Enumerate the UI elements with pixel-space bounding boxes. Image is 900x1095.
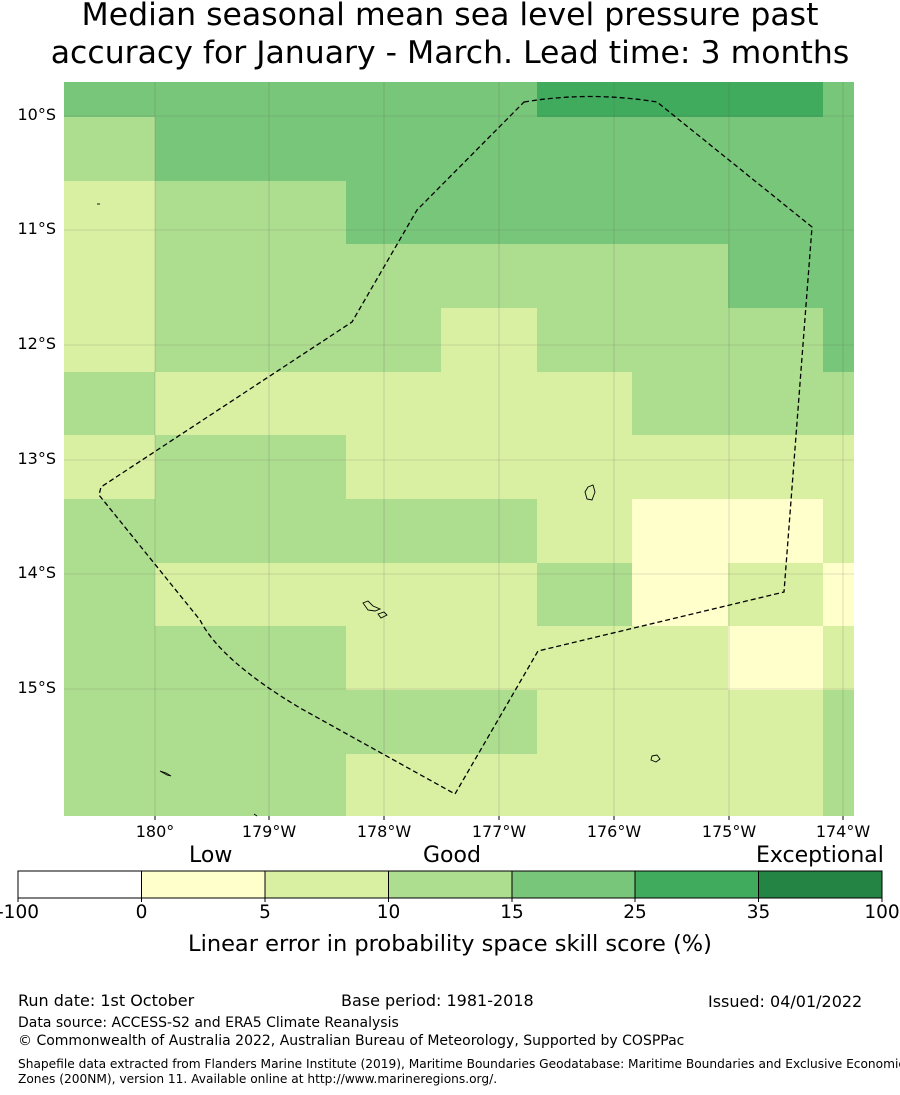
grid-cell xyxy=(537,563,632,626)
grid-cell xyxy=(823,563,854,626)
grid-cell xyxy=(823,308,854,372)
grid-cell xyxy=(155,244,728,308)
colorbar-title: Linear error in probability space skill … xyxy=(188,931,712,957)
colorbar-segment xyxy=(141,871,265,898)
island-small-west xyxy=(159,770,172,777)
lon-label: 174°W xyxy=(815,822,871,841)
grid-cell xyxy=(537,499,632,563)
grid-cell xyxy=(823,690,854,754)
lat-label: 15°S xyxy=(17,678,56,697)
colorbar-segment xyxy=(18,871,142,898)
lat-label: 10°S xyxy=(17,105,56,124)
skill-map xyxy=(64,82,854,820)
run-date: Run date: 1st October xyxy=(18,991,195,1010)
lon-label: 180° xyxy=(135,822,175,841)
base-period: Base period: 1981-2018 xyxy=(341,991,534,1010)
grid-cell xyxy=(537,690,823,754)
grid-cell xyxy=(64,563,155,626)
issued-date: Issued: 04/01/2022 xyxy=(708,992,863,1011)
grid-cell xyxy=(823,626,854,690)
grid-cell xyxy=(728,244,854,308)
grid-cell xyxy=(155,308,441,372)
lon-label: 176°W xyxy=(586,822,642,841)
colorbar-segment xyxy=(758,871,882,898)
grid-cell xyxy=(155,82,537,117)
colorbar-tick: 35 xyxy=(746,902,771,923)
islands xyxy=(97,203,661,817)
grid-cell xyxy=(64,308,155,372)
grid-cell xyxy=(537,308,823,372)
island-futuna xyxy=(377,611,388,619)
lon-label: 177°W xyxy=(471,822,527,841)
grid-cell xyxy=(346,435,854,499)
grid-cell xyxy=(64,435,155,499)
colorbar-tick: 5 xyxy=(259,902,271,923)
grid-cell xyxy=(823,82,854,117)
axis-ticks xyxy=(154,816,844,820)
grid-cell xyxy=(537,82,823,117)
grid-cell xyxy=(632,499,823,563)
grid-cell xyxy=(823,499,854,563)
category-exceptional: Exceptional xyxy=(756,843,884,868)
grid-cell xyxy=(632,563,728,626)
title-line-1: Median seasonal mean sea level pressure … xyxy=(81,0,819,33)
lat-label: 11°S xyxy=(17,219,56,238)
colorbar-segment xyxy=(635,871,759,898)
category-good: Good xyxy=(423,843,481,868)
colorbar-tick: 100 xyxy=(864,902,900,923)
lon-label: 178°W xyxy=(356,822,412,841)
grid-cell xyxy=(64,499,537,563)
colorbar-segment xyxy=(265,871,389,898)
lon-label: 175°W xyxy=(701,822,757,841)
grid-cell xyxy=(64,754,346,816)
title-line-2: accuracy for January - March. Lead time:… xyxy=(50,35,850,71)
lat-label: 12°S xyxy=(17,334,56,353)
chart-title: Median seasonal mean sea level pressure … xyxy=(0,0,900,72)
shapefile-note: Shapefile data extracted from Flanders M… xyxy=(18,1057,900,1086)
graticule xyxy=(64,82,854,816)
eez-boundary xyxy=(98,95,813,795)
colorbar-tick: 15 xyxy=(500,902,524,923)
grid-cell xyxy=(64,690,537,754)
copyright: © Commonwealth of Australia 2022, Austra… xyxy=(18,1033,685,1049)
grid-cell xyxy=(155,181,346,244)
grid-cell xyxy=(155,117,854,181)
grid-cell xyxy=(823,754,854,816)
skill-grid xyxy=(64,82,854,816)
grid-cell xyxy=(64,82,155,117)
grid-cell xyxy=(64,244,155,308)
grid-cell xyxy=(728,626,823,690)
colorbar-tick: 10 xyxy=(376,902,401,923)
grid-cell xyxy=(64,372,155,435)
grid-cell xyxy=(346,754,823,816)
island-alofi xyxy=(362,600,382,612)
category-low: Low xyxy=(189,843,233,868)
lat-label: 13°S xyxy=(17,449,56,468)
grid-cell xyxy=(64,117,155,181)
data-source: Data source: ACCESS-S2 and ERA5 Climate … xyxy=(18,1015,399,1031)
island-small-east xyxy=(650,754,661,763)
grid-cell xyxy=(346,626,728,690)
island-tiny-south xyxy=(253,813,258,817)
grid-cell xyxy=(64,181,155,244)
grid-cell xyxy=(441,308,537,372)
grid-cell xyxy=(155,372,632,435)
colorbar-segment xyxy=(388,871,512,898)
colorbar xyxy=(17,870,883,902)
grid-cell xyxy=(155,435,346,499)
island-wallis xyxy=(584,484,596,501)
colorbar-tick: 25 xyxy=(623,902,647,923)
grid-cell xyxy=(632,372,854,435)
colorbar-segment xyxy=(512,871,635,898)
colorbar-tick: -100 xyxy=(0,902,39,923)
colorbar-tick: 0 xyxy=(135,902,148,923)
lon-label: 179°W xyxy=(241,822,297,841)
grid-cell xyxy=(346,181,854,244)
grid-cell xyxy=(64,626,346,690)
grid-cell xyxy=(155,563,537,626)
lat-label: 14°S xyxy=(17,563,56,582)
